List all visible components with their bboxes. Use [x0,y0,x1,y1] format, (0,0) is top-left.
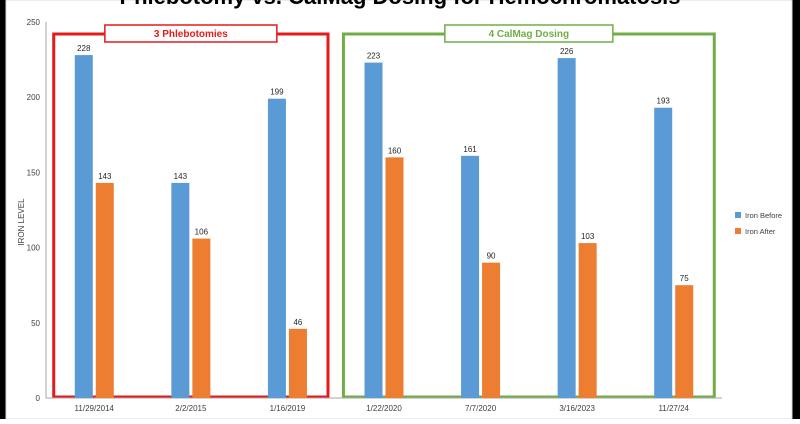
data-label: 228 [77,44,91,53]
x-tick-label: 11/27/24 [658,404,689,413]
bar-iron-after [288,328,307,398]
x-tick-label: 1/16/2019 [270,404,306,413]
bar-iron-after [95,182,114,398]
bar-iron-after [192,238,211,398]
data-label: 143 [98,172,112,181]
legend-label: Iron After [745,227,776,236]
y-axis-title: IRON LEVEL [17,198,26,246]
data-label: 90 [487,252,496,261]
data-label: 199 [270,88,284,97]
data-label: 143 [174,172,188,181]
annotation-label: 4 CalMag Dosing [489,29,570,40]
y-tick-label: 50 [31,319,40,328]
bar-iron-after [675,285,694,398]
y-tick-label: 0 [36,394,41,403]
data-label: 106 [195,228,209,237]
data-label: 161 [463,145,477,154]
data-label: 103 [581,232,595,241]
data-label: 223 [367,52,381,61]
bar-iron-before [74,55,93,398]
data-label: 160 [388,146,402,155]
legend: Iron Before Iron After [735,211,782,236]
legend-swatch [735,228,741,234]
y-tick-label: 150 [27,168,41,177]
bar-iron-before [364,62,383,398]
data-label: 46 [293,318,302,327]
x-tick-label: 11/29/2014 [75,404,115,413]
bar-iron-before [557,58,576,398]
x-tick-label: 1/22/2020 [366,404,402,413]
bar-iron-before [267,98,286,398]
y-tick-label: 200 [27,93,41,102]
x-tick-label: 2/2/2015 [175,404,207,413]
x-tick-label: 3/16/2023 [559,404,595,413]
data-label: 226 [560,47,574,56]
legend-label: Iron Before [745,211,782,220]
bar-iron-before [171,182,190,398]
data-label: 75 [680,274,689,283]
bar-iron-after [385,157,404,398]
y-tick-label: 250 [27,18,41,27]
annotation-layer: 3 Phlebotomies 4 CalMag Dosing [52,24,716,399]
data-label: 193 [657,97,671,106]
bar-iron-before [461,155,480,398]
bar-iron-after [482,262,501,398]
chart-title: Phlebotomy vs. CalMag Dosing for Hemochr… [119,0,680,9]
x-tick-label: 7/7/2020 [465,404,497,413]
annotation-label-box [104,24,278,43]
bar-layer [74,55,694,398]
label-layer: 228 143 199 223 161 226 193 143 106 46 160 90 103 75 [77,44,689,327]
bar-iron-after [578,243,597,398]
annotation-label: 3 Phlebotomies [154,29,228,40]
legend-swatch [735,212,741,218]
y-tick-label: 100 [27,244,41,253]
axis-layer: 0 50 100 150 200 250 11/29/2014 2/2/2015 1/16/20… [27,18,722,413]
annotation-label-box [444,24,614,43]
bar-iron-before [654,107,673,398]
